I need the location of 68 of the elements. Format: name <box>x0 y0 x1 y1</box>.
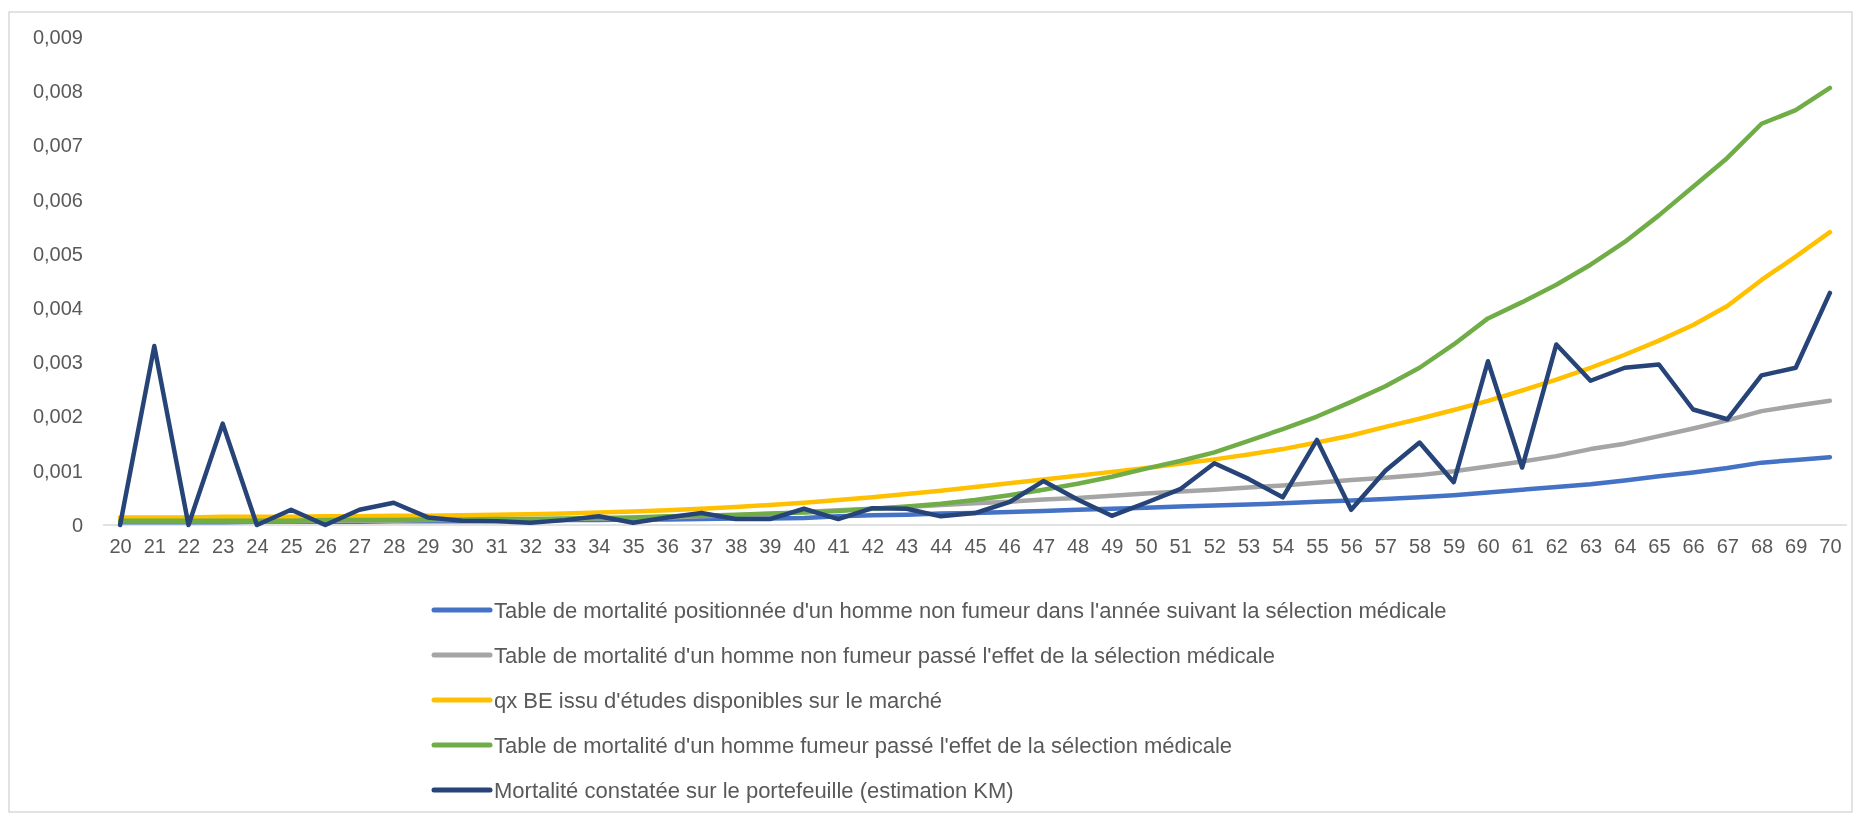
x-tick-label: 47 <box>1032 535 1056 558</box>
x-tick-label: 45 <box>964 535 987 558</box>
x-tick-label: 57 <box>1374 535 1397 558</box>
x-tick-label: 62 <box>1545 535 1568 558</box>
x-tick-label: 33 <box>554 535 577 558</box>
x-tick-label: 63 <box>1579 535 1603 558</box>
x-tick-label: 26 <box>314 535 337 558</box>
x-tick-label: 50 <box>1135 535 1158 558</box>
legend-label: Table de mortalité d'un homme fumeur passé l'effet de la sélection médicale <box>494 732 1233 758</box>
y-tick-label: 0,002 <box>32 405 83 428</box>
y-tick-label: 0,007 <box>32 134 83 157</box>
legend-label: Table de mortalité d'un homme non fumeur passé l'effet de la sélection médicale <box>494 642 1275 668</box>
x-tick-label: 28 <box>383 535 406 558</box>
x-tick-label: 44 <box>930 535 953 558</box>
x-tick-label: 64 <box>1614 535 1637 558</box>
y-tick-label: 0,006 <box>32 188 83 211</box>
x-tick-label: 38 <box>725 535 748 558</box>
x-tick-label: 27 <box>348 535 372 558</box>
x-tick-label: 29 <box>417 535 440 558</box>
x-tick-label: 21 <box>143 535 166 558</box>
x-tick-label: 32 <box>519 535 543 558</box>
x-tick-label: 60 <box>1477 535 1500 558</box>
x-tick-label: 61 <box>1511 535 1534 558</box>
y-tick-label: 0,004 <box>32 297 83 320</box>
line-series <box>117 229 1833 520</box>
x-tick-label: 31 <box>485 535 508 558</box>
x-tick-label: 67 <box>1716 535 1739 558</box>
x-tick-label: 35 <box>622 535 645 558</box>
x-tick-label: 37 <box>690 535 714 558</box>
x-tick-label: 40 <box>793 535 816 558</box>
x-tick-label: 41 <box>827 535 850 558</box>
legend-label: Mortalité constatée sur le portefeuille (estimation KM) <box>494 777 1014 803</box>
y-tick-label: 0,009 <box>32 25 83 48</box>
x-tick-label: 34 <box>588 535 611 558</box>
x-tick-label: 24 <box>246 535 269 558</box>
x-tick-label: 48 <box>1066 535 1090 558</box>
x-tick-label: 46 <box>998 535 1021 558</box>
line-series <box>117 290 1833 528</box>
legend-label: qx BE issu d'études disponibles sur le marché <box>494 687 943 713</box>
y-tick-label: 0 <box>71 513 83 536</box>
x-tick-label: 49 <box>1101 535 1124 558</box>
x-tick-label: 42 <box>861 535 885 558</box>
legend-label: Table de mortalité positionnée d'un homme non fumeur dans l'année suivant la sélection médicale <box>494 597 1447 623</box>
x-tick-label: 58 <box>1408 535 1432 558</box>
x-tick-label: 43 <box>895 535 919 558</box>
x-tick-label: 52 <box>1203 535 1226 558</box>
x-tick-label: 23 <box>212 535 235 558</box>
x-tick-label: 59 <box>1443 535 1466 558</box>
x-tick-label: 70 <box>1819 535 1842 558</box>
x-tick-label: 66 <box>1682 535 1705 558</box>
y-tick-label: 0,003 <box>32 351 83 374</box>
x-tick-label: 51 <box>1169 535 1192 558</box>
y-tick-label: 0,008 <box>32 80 83 103</box>
x-tick-label: 65 <box>1648 535 1671 558</box>
x-tick-label: 30 <box>451 535 474 558</box>
x-tick-label: 69 <box>1785 535 1808 558</box>
y-tick-label: 0,001 <box>32 459 83 482</box>
x-tick-label: 20 <box>109 535 132 558</box>
x-tick-label: 39 <box>759 535 782 558</box>
x-tick-label: 36 <box>656 535 679 558</box>
x-tick-label: 54 <box>1272 535 1295 558</box>
y-tick-label: 0,005 <box>32 242 83 265</box>
x-tick-label: 53 <box>1237 535 1261 558</box>
x-tick-label: 68 <box>1750 535 1774 558</box>
x-tick-label: 55 <box>1306 535 1329 558</box>
x-tick-label: 25 <box>280 535 303 558</box>
x-tick-label: 56 <box>1340 535 1363 558</box>
x-tick-label: 22 <box>177 535 201 558</box>
